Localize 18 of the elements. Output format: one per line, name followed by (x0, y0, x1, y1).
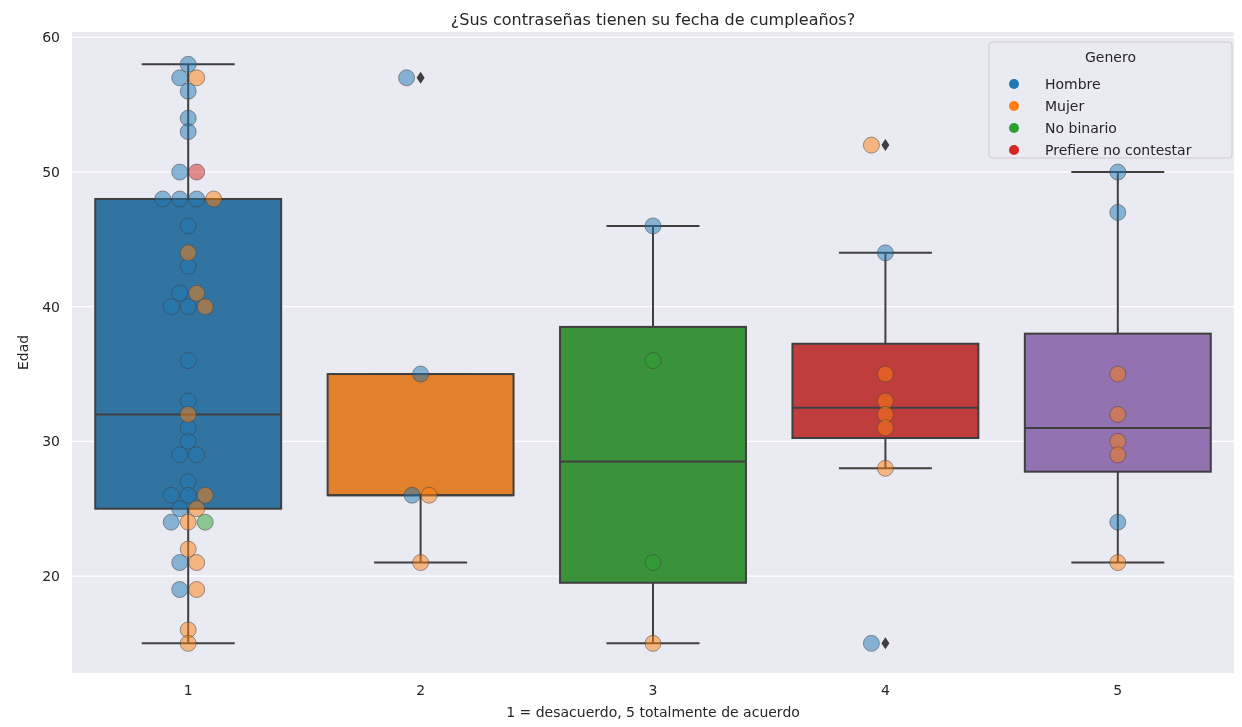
x-axis-title: 1 = desacuerdo, 5 totalmente de acuerdo (506, 704, 800, 720)
legend-label: Hombre (1045, 75, 1101, 92)
y-tick-label: 60 (42, 29, 60, 46)
y-axis-title: Edad (15, 334, 31, 371)
y-tick-label: 30 (42, 433, 60, 450)
legend-label: Prefiere no contestar (1045, 141, 1192, 158)
legend-label: Mujer (1045, 97, 1085, 114)
x-tick-label: 2 (416, 682, 426, 698)
legend-label: No binario (1045, 119, 1117, 136)
chart-title: ¿Sus contraseñas tienen su fecha de cumpleaños? (450, 10, 856, 29)
x-tick-label: 3 (648, 682, 658, 698)
x-tick-label: 1 (183, 682, 193, 698)
y-tick-label: 40 (42, 298, 60, 315)
y-tick-label: 20 (42, 567, 60, 584)
y-tick-label: 50 (42, 163, 60, 180)
legend-title: Genero (1085, 49, 1136, 65)
x-tick-label: 5 (1113, 682, 1123, 698)
x-tick-label: 4 (880, 682, 890, 698)
